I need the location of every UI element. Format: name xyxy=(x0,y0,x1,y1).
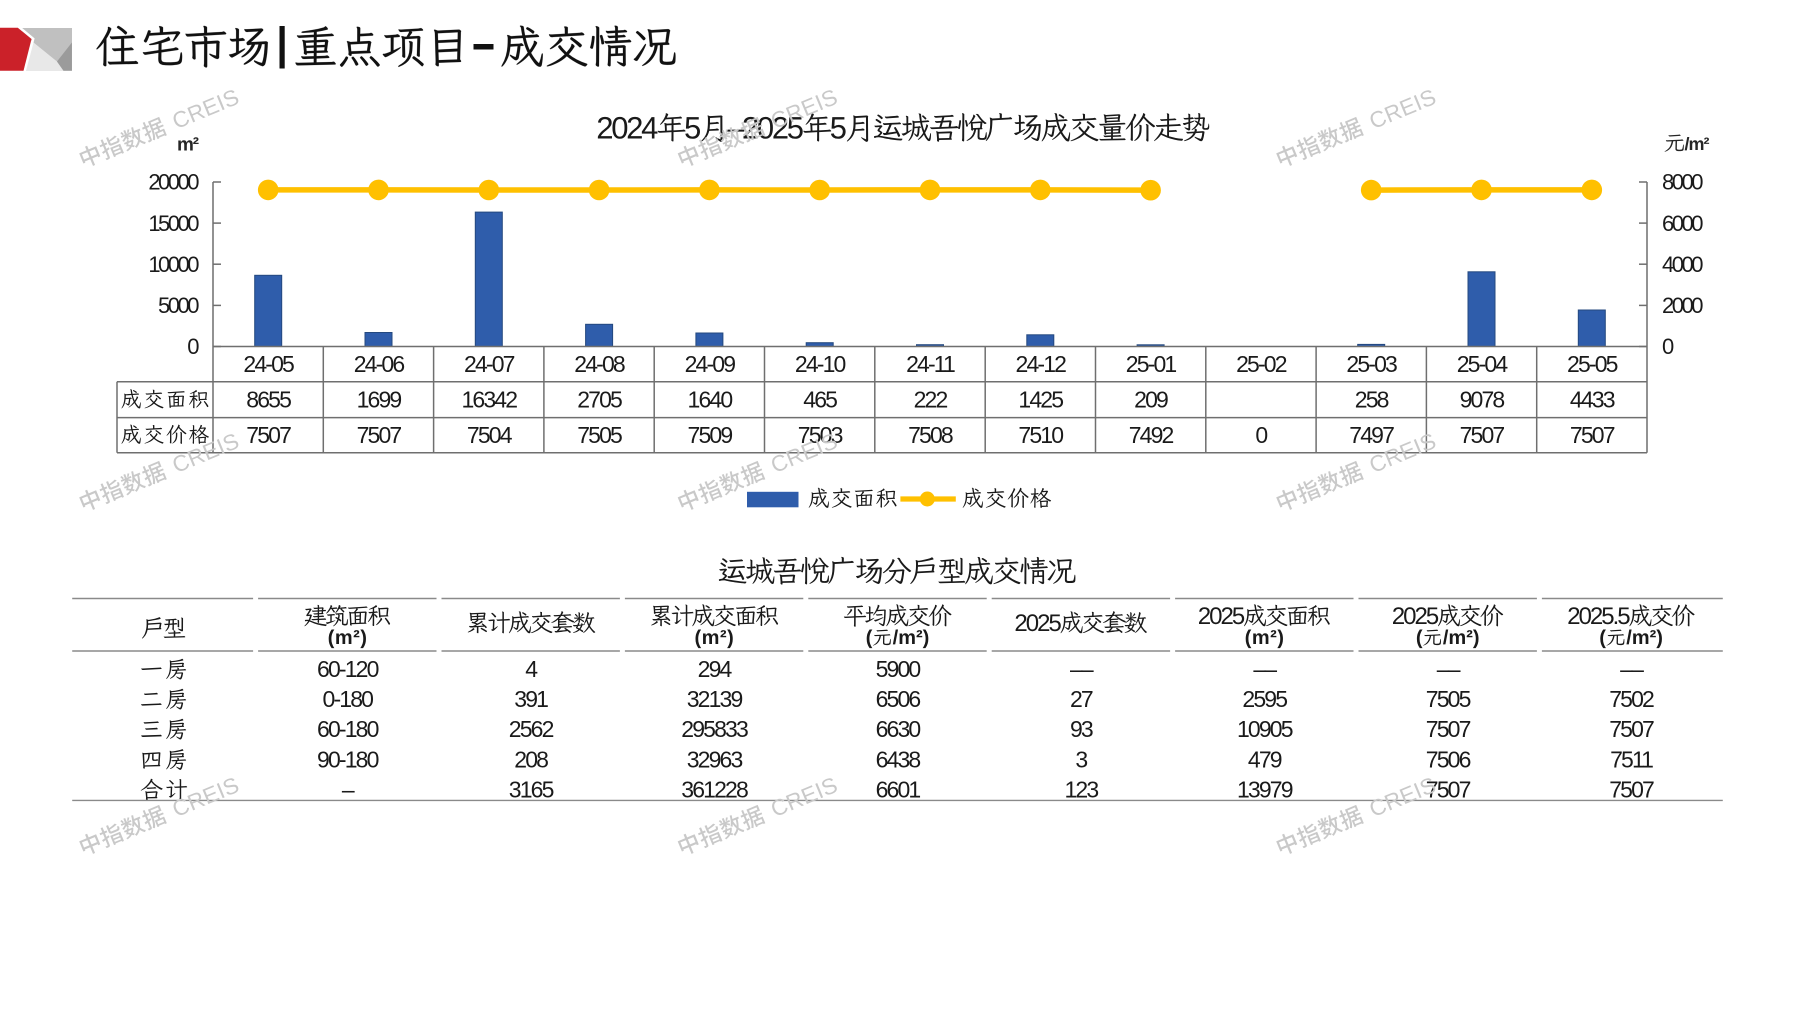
svg-text:7506: 7506 xyxy=(1426,747,1471,773)
svg-text:6000: 6000 xyxy=(1662,211,1703,236)
svg-text:0: 0 xyxy=(1662,334,1674,359)
svg-text:0: 0 xyxy=(1255,422,1267,448)
svg-text:25-02: 25-02 xyxy=(1236,351,1287,377)
svg-text:25-01: 25-01 xyxy=(1126,351,1177,377)
svg-text:7507: 7507 xyxy=(1460,422,1505,448)
svg-text:24-05: 24-05 xyxy=(243,351,294,377)
svg-text:8655: 8655 xyxy=(246,387,291,413)
svg-text:7507: 7507 xyxy=(1609,777,1654,803)
svg-text:7507: 7507 xyxy=(1426,716,1471,742)
svg-text:32963: 32963 xyxy=(687,747,743,773)
svg-text:24-12: 24-12 xyxy=(1016,351,1067,377)
svg-text:24-11: 24-11 xyxy=(906,351,955,377)
svg-text:9078: 9078 xyxy=(1460,387,1505,413)
svg-text:––: –– xyxy=(1253,656,1277,682)
svg-text:3: 3 xyxy=(1075,747,1087,773)
svg-text:2705: 2705 xyxy=(577,387,622,413)
svg-text:7511: 7511 xyxy=(1610,747,1653,773)
svg-text:7492: 7492 xyxy=(1129,422,1174,448)
svg-text:90-180: 90-180 xyxy=(317,747,379,773)
svg-text:13979: 13979 xyxy=(1237,777,1293,803)
svg-text:25-03: 25-03 xyxy=(1346,351,1397,377)
svg-text:5900: 5900 xyxy=(876,656,921,682)
svg-text:10905: 10905 xyxy=(1237,716,1293,742)
svg-text:24-07: 24-07 xyxy=(464,351,515,377)
svg-text:209: 209 xyxy=(1134,387,1168,413)
svg-text:6630: 6630 xyxy=(876,716,921,742)
svg-text:7507: 7507 xyxy=(1609,716,1654,742)
svg-text:60-120: 60-120 xyxy=(317,656,379,682)
svg-text:222: 222 xyxy=(914,387,948,413)
svg-text:4000: 4000 xyxy=(1662,252,1703,277)
svg-text:465: 465 xyxy=(803,387,837,413)
svg-text:7507: 7507 xyxy=(246,422,291,448)
svg-text:0: 0 xyxy=(187,334,199,359)
svg-text:7507: 7507 xyxy=(1570,422,1615,448)
svg-text:8000: 8000 xyxy=(1662,170,1703,195)
svg-text:4: 4 xyxy=(525,656,538,682)
svg-text:2595: 2595 xyxy=(1242,686,1287,712)
svg-text:258: 258 xyxy=(1355,387,1389,413)
svg-text:295833: 295833 xyxy=(681,716,748,742)
svg-text:123: 123 xyxy=(1064,777,1098,803)
svg-text:25-04: 25-04 xyxy=(1457,351,1509,377)
svg-text:6506: 6506 xyxy=(876,686,921,712)
svg-text:–: – xyxy=(342,777,355,803)
svg-text:16342: 16342 xyxy=(461,387,517,413)
svg-text:208: 208 xyxy=(514,747,548,773)
svg-text:1699: 1699 xyxy=(357,387,402,413)
svg-text:27: 27 xyxy=(1070,686,1093,712)
svg-text:294: 294 xyxy=(698,656,733,682)
svg-text:2562: 2562 xyxy=(509,716,554,742)
svg-text:2000: 2000 xyxy=(1662,293,1703,318)
svg-text:10000: 10000 xyxy=(148,252,199,277)
svg-text:93: 93 xyxy=(1070,716,1093,742)
svg-text:24-09: 24-09 xyxy=(685,351,736,377)
svg-text:––: –– xyxy=(1070,656,1094,682)
svg-text:5000: 5000 xyxy=(158,293,199,318)
svg-text:32139: 32139 xyxy=(687,686,743,712)
svg-text:7505: 7505 xyxy=(1426,686,1471,712)
svg-text:24-08: 24-08 xyxy=(574,351,625,377)
svg-text:25-05: 25-05 xyxy=(1567,351,1618,377)
svg-text:6438: 6438 xyxy=(876,747,921,773)
svg-text:––: –– xyxy=(1620,656,1644,682)
svg-text:4433: 4433 xyxy=(1570,387,1615,413)
svg-text:7505: 7505 xyxy=(577,422,622,448)
svg-text:7502: 7502 xyxy=(1609,686,1654,712)
svg-text:3165: 3165 xyxy=(509,777,554,803)
svg-text:7509: 7509 xyxy=(688,422,733,448)
svg-text:15000: 15000 xyxy=(148,211,199,236)
svg-text:1640: 1640 xyxy=(688,387,733,413)
svg-text:24-10: 24-10 xyxy=(795,351,846,377)
svg-text:7503: 7503 xyxy=(798,422,843,448)
svg-text:7497: 7497 xyxy=(1349,422,1394,448)
svg-text:0-180: 0-180 xyxy=(323,686,374,712)
svg-text:20000: 20000 xyxy=(148,170,199,195)
svg-text:––: –– xyxy=(1437,656,1461,682)
svg-text:391: 391 xyxy=(514,686,548,712)
svg-text:7507: 7507 xyxy=(357,422,402,448)
svg-text:60-180: 60-180 xyxy=(317,716,379,742)
svg-text:24-06: 24-06 xyxy=(354,351,405,377)
svg-text:479: 479 xyxy=(1248,747,1282,773)
svg-text:7507: 7507 xyxy=(1426,777,1471,803)
svg-text:1425: 1425 xyxy=(1018,387,1063,413)
svg-text:7510: 7510 xyxy=(1018,422,1063,448)
svg-text:7504: 7504 xyxy=(467,422,513,448)
svg-text:7508: 7508 xyxy=(908,422,953,448)
svg-text:6601: 6601 xyxy=(876,777,921,803)
svg-text:361228: 361228 xyxy=(681,777,748,803)
